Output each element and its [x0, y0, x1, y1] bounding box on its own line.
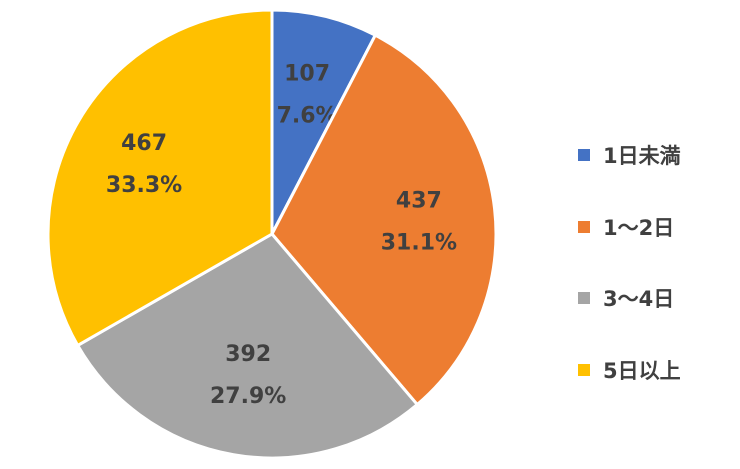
legend-label: 1日未満 — [603, 144, 681, 168]
slice-value-label: 467 — [121, 131, 167, 156]
legend-item: 3～4日 — [578, 285, 681, 311]
legend-label: 5日以上 — [603, 358, 681, 383]
legend-item: 1日未満 — [578, 142, 681, 168]
legend-item: 1～2日 — [578, 214, 681, 240]
legend-swatch — [578, 292, 590, 304]
legend-swatch — [578, 149, 590, 161]
slice-value-label: 392 — [225, 342, 271, 367]
slice-value-label: 437 — [396, 188, 442, 213]
legend-swatch — [578, 220, 590, 233]
legend: 1日未満 1～2日 3～4日 5日以上 — [578, 142, 681, 428]
pie-slice — [46, 8, 274, 348]
legend-label: 1～2日 — [603, 215, 675, 240]
pie-slice — [75, 232, 420, 460]
slice-percent-label: 33.3% — [106, 173, 182, 198]
slice-percent-label: 31.1% — [381, 230, 457, 255]
slice-value-label: 107 — [284, 61, 330, 86]
pie-slice — [270, 33, 498, 407]
slice-percent-label: 27.9% — [210, 384, 286, 409]
legend-item: 5日以上 — [578, 357, 681, 383]
legend-swatch — [578, 363, 590, 376]
legend-label: 3～4日 — [603, 287, 675, 311]
pie-slice — [270, 8, 378, 235]
